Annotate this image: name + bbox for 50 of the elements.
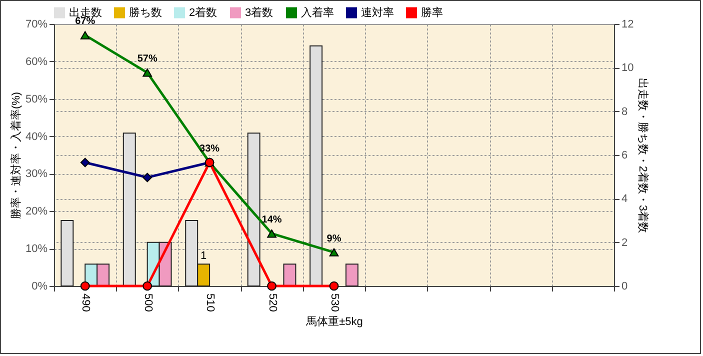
y2-tick-label: 12 — [622, 18, 634, 30]
data-label: 14% — [262, 214, 282, 226]
data-label: 9% — [326, 233, 342, 244]
legend-label: 入着率 — [301, 6, 334, 19]
bar — [60, 220, 74, 286]
data-label: 57% — [137, 54, 158, 65]
y-axis-title: 勝率・連対率・入着率(%) — [9, 92, 22, 220]
bar — [310, 45, 323, 286]
bar — [247, 132, 260, 286]
y-tick-label: 60% — [25, 56, 48, 68]
y2-axis-title: 出走数・勝ち数・2着数・3着数 — [636, 78, 650, 234]
point — [142, 172, 152, 182]
point — [329, 248, 339, 256]
y-tick-label: 20% — [25, 206, 48, 218]
x-tick-label: 510 — [204, 294, 216, 312]
y-tick-label: 30% — [25, 168, 48, 180]
x-tick-label: 520 — [266, 294, 278, 312]
y2-tick-label: 6 — [622, 150, 628, 162]
point — [267, 281, 276, 291]
y2-tick-label: 8 — [622, 106, 628, 118]
x-tick-label: 500 — [142, 294, 154, 312]
y2-tick-label: 2 — [622, 236, 628, 249]
point — [329, 281, 339, 291]
y2-tick-label: 0 — [622, 280, 628, 292]
y2-tick-label: 4 — [622, 193, 628, 206]
bar — [283, 264, 296, 286]
point — [80, 31, 90, 40]
legend-label: 連対率 — [361, 6, 394, 19]
bar — [122, 132, 136, 286]
x-tick-label: 490 — [80, 294, 92, 312]
legend-label: 勝率 — [421, 6, 443, 19]
y-tick-label: 50% — [25, 93, 48, 106]
y-tick-label: 40% — [25, 130, 48, 143]
point — [142, 281, 152, 291]
y-tick-label: 0% — [32, 280, 48, 292]
point — [267, 229, 276, 238]
point — [80, 158, 90, 168]
y2-tick-label: 10 — [622, 62, 634, 74]
x-tick-label: 530 — [328, 294, 340, 312]
data-label: 1 — [200, 250, 207, 262]
x-axis-title: 馬体重±5kg — [305, 314, 363, 328]
data-label: 67% — [75, 16, 96, 28]
point — [80, 281, 90, 291]
bar — [345, 264, 358, 286]
legend-label: 勝ち数 — [129, 6, 162, 19]
legend-label: 2着数 — [189, 6, 218, 19]
y-tick-label: 70% — [25, 18, 48, 30]
point — [142, 68, 152, 77]
y-tick-label: 10% — [25, 243, 48, 256]
legend-label: 3着数 — [245, 6, 274, 19]
